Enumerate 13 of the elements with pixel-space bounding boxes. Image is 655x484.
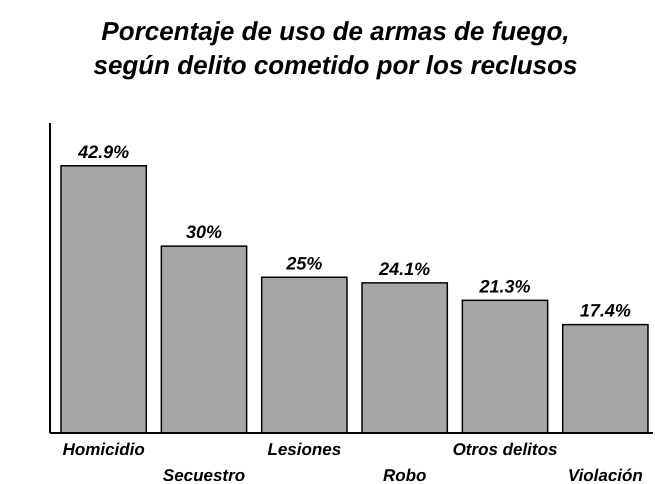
- data-label: 21.3%: [478, 276, 531, 296]
- x-tick-label: Violación: [568, 466, 643, 484]
- chart-title: Porcentaje de uso de armas de fuego, según delito cometido por los reclusos: [94, 16, 578, 80]
- data-label: 25%: [285, 253, 322, 274]
- x-tick-label: Robo: [382, 466, 426, 484]
- x-tick-label: Homicidio: [62, 440, 145, 459]
- x-tick-label: Secuestro: [162, 466, 246, 484]
- data-label: 17.4%: [580, 300, 631, 321]
- data-label: 24.1%: [378, 258, 430, 279]
- data-label: 42.9%: [77, 142, 130, 162]
- x-tick-label: Otros delitos: [452, 440, 558, 459]
- x-tick-label: Lesiones: [267, 440, 342, 459]
- data-label: 30%: [186, 222, 222, 242]
